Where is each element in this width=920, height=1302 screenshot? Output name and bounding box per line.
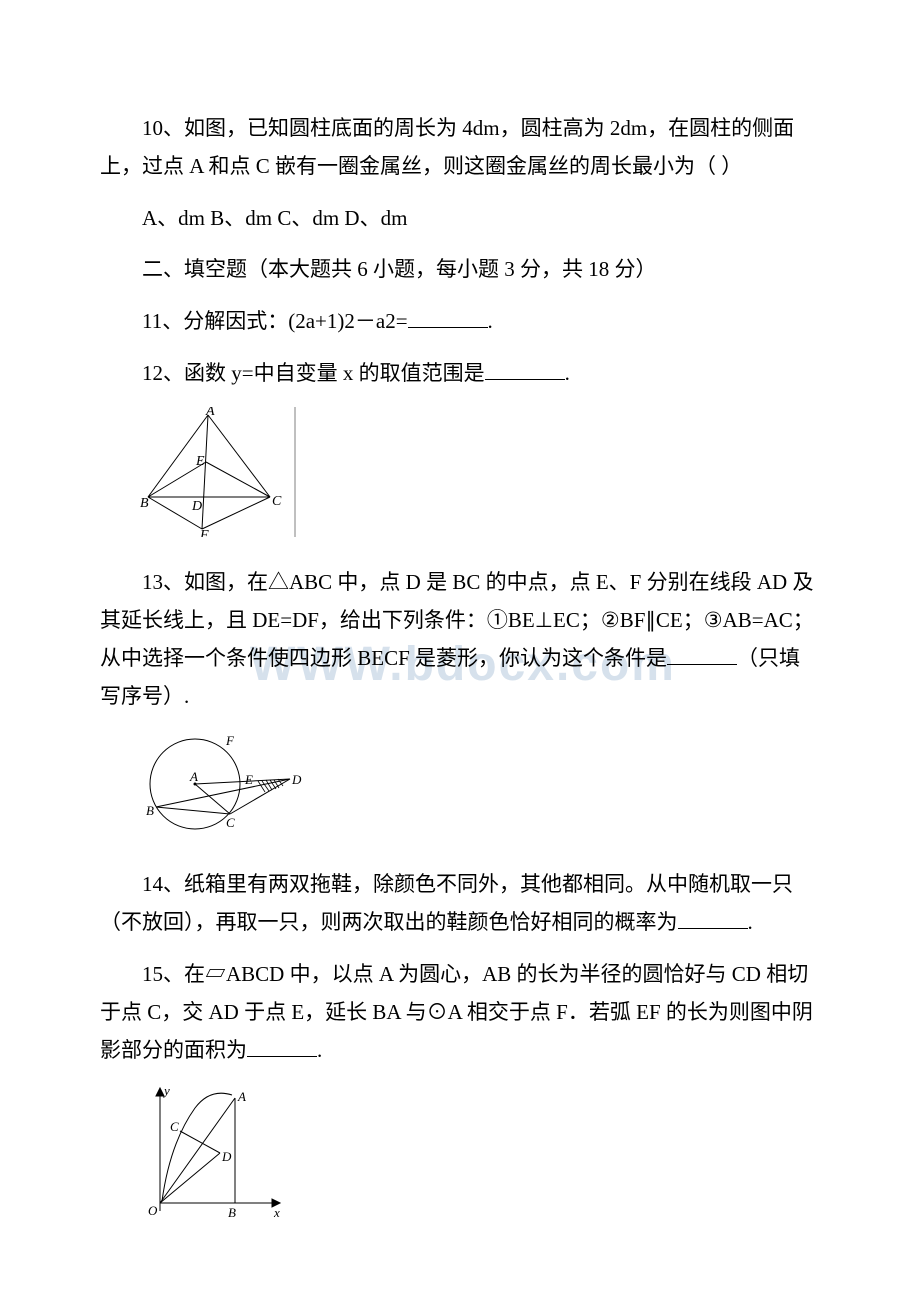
q15-prefix: 15、在▱ABCD 中，以点 A 为圆心，AB 的长为半径的圆恰好与 CD 相切… bbox=[100, 962, 813, 1062]
label-axes-A: A bbox=[237, 1089, 246, 1104]
label-circle-D: D bbox=[291, 772, 302, 787]
q15-suffix: . bbox=[317, 1038, 322, 1062]
question-13: 13、如图，在△ABC 中，点 D 是 BC 的中点，点 E、F 分别在线段 A… bbox=[100, 564, 820, 715]
label-axes-O: O bbox=[148, 1203, 158, 1218]
label-circle-B: B bbox=[146, 803, 154, 818]
q14-suffix: . bbox=[748, 910, 753, 934]
label-C: C bbox=[272, 494, 282, 509]
question-11: 11、分解因式：(2a+1)2－a2=. bbox=[100, 303, 820, 341]
label-D: D bbox=[191, 499, 202, 514]
q15-blank bbox=[247, 1032, 317, 1057]
q13-blank bbox=[667, 640, 737, 665]
label-axes-B: B bbox=[228, 1205, 236, 1220]
question-15: 15、在▱ABCD 中，以点 A 为圆心，AB 的长为半径的圆恰好与 CD 相切… bbox=[100, 956, 820, 1070]
label-A: A bbox=[205, 407, 215, 419]
q11-blank bbox=[408, 303, 488, 328]
question-12: 12、函数 y=中自变量 x 的取值范围是. bbox=[100, 355, 820, 393]
q12-prefix: 12、函数 y=中自变量 x 的取值范围是 bbox=[142, 361, 485, 385]
label-circle-A: A bbox=[189, 769, 198, 784]
label-F: F bbox=[199, 528, 209, 537]
label-axes-D: D bbox=[221, 1149, 232, 1164]
label-axes-y: y bbox=[162, 1083, 170, 1098]
figure-circle: A B C D E F bbox=[140, 729, 820, 852]
figure-axes: O x y A B C D bbox=[140, 1083, 820, 1236]
label-circle-F: F bbox=[225, 733, 235, 748]
q12-suffix: . bbox=[565, 361, 570, 385]
q14-blank bbox=[678, 904, 748, 929]
label-B: B bbox=[140, 496, 149, 511]
label-axes-C: C bbox=[170, 1119, 179, 1134]
question-14: 14、纸箱里有两双拖鞋，除颜色不同外，其他都相同。从中随机取一只（不放回），再取… bbox=[100, 866, 820, 942]
label-E: E bbox=[195, 454, 205, 469]
section-2-header: 二、填空题（本大题共 6 小题，每小题 3 分，共 18 分） bbox=[100, 251, 820, 289]
q11-prefix: 11、分解因式：(2a+1)2－a2= bbox=[142, 309, 408, 333]
label-circle-C: C bbox=[226, 815, 235, 830]
q12-blank bbox=[485, 355, 565, 380]
figure-triangle: A B C D E F bbox=[140, 407, 820, 550]
label-circle-E: E bbox=[244, 772, 253, 787]
label-axes-x: x bbox=[273, 1205, 280, 1220]
q11-suffix: . bbox=[488, 309, 493, 333]
question-10-options: A、dm B、dm C、dm D、dm bbox=[100, 200, 820, 238]
question-10: 10、如图，已知圆柱底面的周长为 4dm，圆柱高为 2dm，在圆柱的侧面上，过点… bbox=[100, 110, 820, 186]
